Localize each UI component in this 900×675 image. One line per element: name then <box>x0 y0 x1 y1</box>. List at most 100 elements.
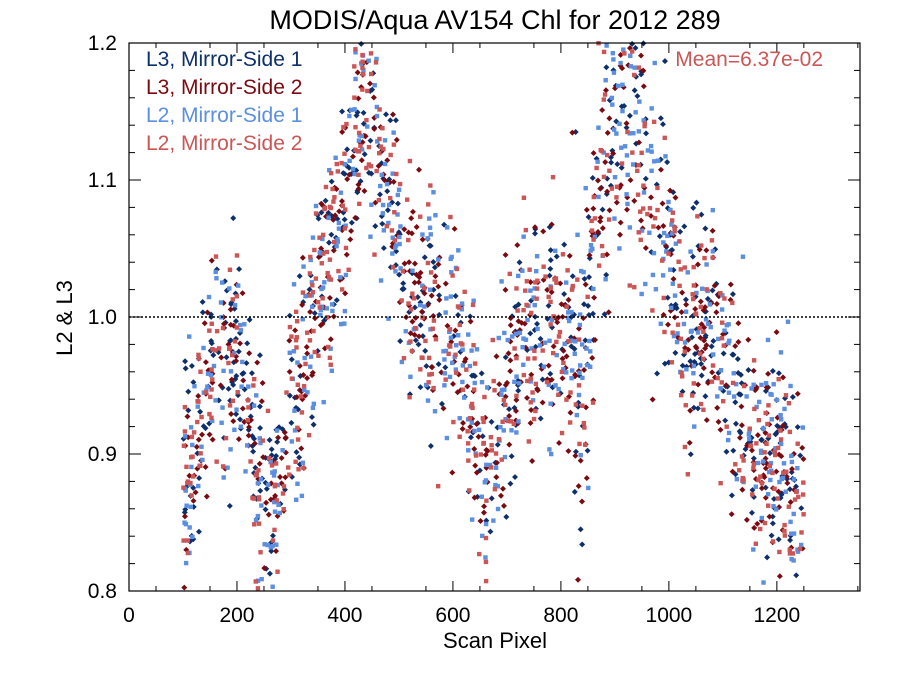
data-point <box>533 381 539 387</box>
data-point <box>300 316 305 322</box>
data-point <box>517 330 523 336</box>
data-point <box>728 511 735 518</box>
data-point <box>195 404 200 409</box>
data-point <box>591 194 597 200</box>
data-point <box>642 121 648 126</box>
data-point <box>253 473 259 478</box>
data-point <box>310 421 317 428</box>
data-point <box>257 436 262 441</box>
data-point <box>550 350 556 356</box>
data-point <box>502 387 507 392</box>
data-point <box>611 127 617 132</box>
data-point <box>364 165 369 171</box>
data-point <box>697 351 703 356</box>
data-point <box>328 362 333 367</box>
data-point <box>185 550 191 556</box>
data-point <box>479 379 485 385</box>
data-point <box>637 99 642 104</box>
y-axis-label: L2 & L3 <box>52 280 77 356</box>
data-point <box>788 519 793 525</box>
data-point <box>228 447 233 452</box>
data-point <box>352 64 357 69</box>
data-point <box>535 326 540 332</box>
data-point <box>565 448 572 455</box>
data-point <box>603 271 610 278</box>
data-point <box>199 431 205 438</box>
data-point <box>333 155 338 160</box>
data-point <box>293 497 299 502</box>
data-point <box>489 443 494 448</box>
data-point <box>286 368 293 375</box>
data-point <box>622 144 628 149</box>
data-point <box>740 478 745 483</box>
data-point <box>491 518 496 523</box>
data-point <box>669 218 675 223</box>
data-point <box>303 344 310 351</box>
data-point <box>475 433 482 440</box>
data-point <box>356 149 361 154</box>
data-point <box>774 422 781 429</box>
data-point <box>710 338 717 344</box>
data-point <box>532 343 539 350</box>
data-point <box>384 181 390 187</box>
data-point <box>628 53 633 59</box>
data-point <box>575 483 582 490</box>
data-point <box>547 257 554 264</box>
data-point <box>527 279 534 286</box>
data-point <box>572 448 579 455</box>
data-point <box>709 369 716 376</box>
data-point <box>502 330 507 336</box>
data-point <box>238 424 244 429</box>
data-point <box>527 267 532 272</box>
data-point <box>372 223 379 230</box>
data-point <box>495 484 501 489</box>
data-point <box>335 169 341 174</box>
data-point <box>185 538 190 543</box>
data-point <box>758 436 765 443</box>
data-point <box>689 334 695 341</box>
data-point <box>733 462 738 467</box>
data-point <box>564 397 569 402</box>
data-point <box>656 233 663 240</box>
data-point <box>800 425 806 430</box>
data-point <box>186 472 193 479</box>
data-point <box>189 493 194 498</box>
data-point <box>607 168 612 173</box>
data-point <box>754 432 761 439</box>
data-point <box>244 340 251 347</box>
data-point <box>425 236 430 241</box>
data-point <box>769 368 776 374</box>
data-point <box>574 412 580 418</box>
data-point <box>561 241 568 248</box>
data-point <box>251 383 256 388</box>
data-point <box>765 491 771 497</box>
data-point <box>699 243 704 248</box>
data-point <box>196 356 202 361</box>
mean-annotation: Mean=6.37e-02 <box>675 48 823 71</box>
data-point <box>420 355 425 361</box>
data-point <box>620 108 625 114</box>
data-point <box>394 200 401 207</box>
data-point <box>647 206 653 211</box>
data-point <box>554 280 559 285</box>
data-point <box>239 384 244 389</box>
data-point <box>273 548 280 555</box>
data-point <box>428 292 435 299</box>
data-point <box>452 327 459 334</box>
data-point <box>287 324 293 330</box>
data-point <box>763 410 768 416</box>
data-point <box>603 277 608 282</box>
data-point <box>310 283 315 288</box>
data-point <box>702 345 709 352</box>
data-point <box>656 158 661 163</box>
data-point <box>378 278 384 283</box>
data-point <box>245 418 251 423</box>
data-point <box>609 95 615 101</box>
data-point <box>550 174 556 180</box>
data-point <box>610 102 615 107</box>
data-point <box>723 448 730 455</box>
data-point <box>493 482 498 488</box>
data-point <box>685 472 691 477</box>
data-point <box>467 416 473 421</box>
data-point <box>765 370 772 377</box>
